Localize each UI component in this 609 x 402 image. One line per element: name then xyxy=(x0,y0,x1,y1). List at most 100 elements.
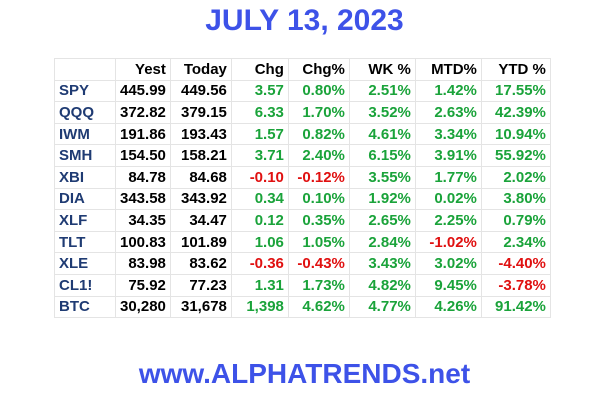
value-cell: 3.52% xyxy=(348,101,416,124)
data-row: DIA 343.58 343.92 0.34 0.10% 1.92% 0.02% 3.80% xyxy=(54,187,551,211)
header-cell: Chg xyxy=(230,58,289,81)
footer-url: www.ALPHATRENDS.net xyxy=(138,358,471,389)
value-cell: 100.83 xyxy=(115,230,171,254)
value-cell: 445.99 xyxy=(115,79,171,103)
value-cell: 1.77% xyxy=(414,165,482,189)
value-cell: -1.02% xyxy=(414,230,482,254)
value-cell: 3.34% xyxy=(414,122,482,146)
value-cell: 77.23 xyxy=(169,273,232,297)
value-cell: 2.34% xyxy=(480,230,551,254)
ticker-cell: SMH xyxy=(54,144,116,167)
value-cell: 0.79% xyxy=(480,209,551,232)
value-cell: 91.42% xyxy=(480,295,551,319)
header-cell: MTD% xyxy=(414,58,482,81)
data-row: TLT 100.83 101.89 1.06 1.05% 2.84% -1.02% 2.34% xyxy=(54,230,551,254)
value-cell: 55.92% xyxy=(480,144,551,167)
value-cell: 1,398 xyxy=(230,295,289,319)
value-cell: 1.06 xyxy=(230,230,289,254)
title: JULY 13, 2023 xyxy=(205,4,404,37)
value-cell: 34.47 xyxy=(169,209,232,232)
value-cell: 3.71 xyxy=(230,144,289,167)
value-cell: 4.82% xyxy=(348,273,416,297)
value-cell: 30,280 xyxy=(115,295,171,319)
value-cell: 2.02% xyxy=(480,165,551,189)
value-cell: 154.50 xyxy=(115,144,171,167)
value-cell: 1.31 xyxy=(230,273,289,297)
value-cell: -0.43% xyxy=(287,252,350,275)
value-cell: -0.10 xyxy=(230,165,289,189)
data-row: XLF 34.35 34.47 0.12 0.35% 2.65% 2.25% 0.79% xyxy=(54,209,551,232)
value-cell: 0.34 xyxy=(230,187,289,211)
value-cell: 449.56 xyxy=(169,79,232,103)
value-cell: -4.40% xyxy=(480,252,551,275)
value-cell: 3.57 xyxy=(230,79,289,103)
value-cell: 83.62 xyxy=(169,252,232,275)
value-cell: 1.57 xyxy=(230,122,289,146)
ticker-cell: DIA xyxy=(54,187,116,211)
data-row: IWM 191.86 193.43 1.57 0.82% 4.61% 3.34% 10.94% xyxy=(54,122,551,146)
value-cell: 6.33 xyxy=(230,101,289,124)
value-cell: 3.43% xyxy=(348,252,416,275)
value-cell: -0.36 xyxy=(230,252,289,275)
value-cell: 158.21 xyxy=(169,144,232,167)
value-cell: 3.80% xyxy=(480,187,551,211)
value-cell: 42.39% xyxy=(480,101,551,124)
value-cell: 0.02% xyxy=(414,187,482,211)
ticker-cell: XBI xyxy=(54,165,116,189)
value-cell: 75.92 xyxy=(115,273,171,297)
ticker-cell: TLT xyxy=(54,230,116,254)
data-row: XLE 83.98 83.62 -0.36 -0.43% 3.43% 3.02% -4.40% xyxy=(54,252,551,275)
value-cell: 0.80% xyxy=(287,79,350,103)
value-cell: 2.63% xyxy=(414,101,482,124)
value-cell: 1.70% xyxy=(287,101,350,124)
header-cell: WK % xyxy=(348,58,416,81)
value-cell: 0.82% xyxy=(287,122,350,146)
ticker-cell: SPY xyxy=(54,79,116,103)
value-cell: -0.12% xyxy=(287,165,350,189)
value-cell: 343.92 xyxy=(169,187,232,211)
data-row: BTC 30,280 31,678 1,398 4.62% 4.77% 4.26% 91.42… xyxy=(54,295,551,319)
value-cell: 2.25% xyxy=(414,209,482,232)
value-cell: 1.73% xyxy=(287,273,350,297)
value-cell: 4.62% xyxy=(287,295,350,319)
value-cell: 9.45% xyxy=(414,273,482,297)
value-cell: 4.77% xyxy=(348,295,416,319)
value-cell: 4.26% xyxy=(414,295,482,319)
header-cell: YTD % xyxy=(480,58,551,81)
value-cell: 1.05% xyxy=(287,230,350,254)
header-cell: Yest xyxy=(115,58,171,81)
value-cell: 83.98 xyxy=(115,252,171,275)
header-row: Yest Today Chg Chg% WK % MTD% YTD % xyxy=(54,58,551,81)
value-cell: 31,678 xyxy=(169,295,232,319)
value-cell: 372.82 xyxy=(115,101,171,124)
ticker-cell: BTC xyxy=(54,295,116,319)
value-cell: 193.43 xyxy=(169,122,232,146)
data-row: SMH 154.50 158.21 3.71 2.40% 6.15% 3.91% 55.92% xyxy=(54,144,551,167)
value-cell: 101.89 xyxy=(169,230,232,254)
value-cell: 3.55% xyxy=(348,165,416,189)
ticker-cell: XLE xyxy=(54,252,116,275)
value-cell: -3.78% xyxy=(480,273,551,297)
value-cell: 2.40% xyxy=(287,144,350,167)
ticker-cell: QQQ xyxy=(54,101,116,124)
value-cell: 343.58 xyxy=(115,187,171,211)
value-cell: 17.55% xyxy=(480,79,551,103)
ticker-cell: CL1! xyxy=(54,273,116,297)
value-cell: 84.68 xyxy=(169,165,232,189)
value-cell: 84.78 xyxy=(115,165,171,189)
value-cell: 0.10% xyxy=(287,187,350,211)
header-cell xyxy=(54,58,116,81)
value-cell: 2.51% xyxy=(348,79,416,103)
value-cell: 3.02% xyxy=(414,252,482,275)
header-cell: Chg% xyxy=(287,58,350,81)
value-cell: 3.91% xyxy=(414,144,482,167)
header-cell: Today xyxy=(169,58,232,81)
value-cell: 0.35% xyxy=(287,209,350,232)
data-table: Yest Today Chg Chg% WK % MTD% YTD % SPY 445.99 44… xyxy=(54,58,551,319)
value-cell: 34.35 xyxy=(115,209,171,232)
value-cell: 2.84% xyxy=(348,230,416,254)
ticker-cell: XLF xyxy=(54,209,116,232)
value-cell: 1.42% xyxy=(414,79,482,103)
value-cell: 379.15 xyxy=(169,101,232,124)
